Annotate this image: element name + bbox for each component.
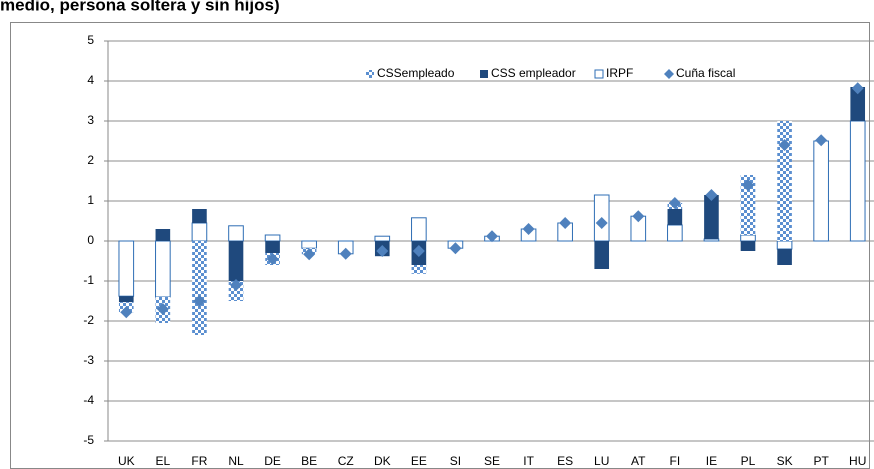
marker [193, 295, 206, 307]
marker [559, 217, 572, 229]
marker [156, 303, 169, 315]
y-tick-label: -1 [83, 273, 94, 287]
bar [155, 229, 171, 241]
y-tick-label: 4 [87, 73, 94, 87]
bar [594, 241, 610, 269]
bar [740, 175, 756, 235]
bar [264, 234, 281, 242]
x-tick-label: SI [450, 454, 461, 468]
bar [118, 240, 135, 297]
y-tick-label: 3 [87, 113, 94, 127]
x-tick-label: EL [156, 454, 171, 468]
x-tick-label: NL [228, 454, 244, 468]
bar [849, 120, 866, 242]
bar [776, 240, 793, 250]
bar [411, 217, 427, 242]
y-tick-label: 1 [87, 193, 94, 207]
marker [851, 82, 864, 95]
marker [742, 179, 754, 191]
bar [192, 241, 207, 335]
legend-label: IRPF [606, 66, 633, 80]
y-tick-label: 0 [87, 233, 94, 247]
x-tick-label: UK [118, 454, 135, 468]
bar [411, 265, 427, 274]
legend-marker [594, 69, 604, 79]
marker [303, 248, 316, 261]
y-tick-label: 2 [87, 153, 94, 167]
y-tick-label: 5 [87, 33, 94, 47]
legend-label: CSS empleador [491, 66, 576, 80]
bar [228, 241, 244, 281]
x-tick-label: IT [523, 454, 534, 468]
marker [522, 223, 535, 235]
legend-label: CSSempleado [377, 66, 455, 80]
bar [667, 209, 683, 225]
x-tick-label: PT [813, 454, 829, 468]
bar [704, 195, 719, 239]
bar [118, 296, 134, 303]
bar [265, 241, 280, 253]
marker [266, 253, 279, 265]
x-tick-label: FI [670, 454, 681, 468]
y-tick-label: -3 [83, 353, 94, 367]
marker [815, 134, 828, 147]
x-tick-label: ES [557, 454, 573, 468]
legend-marker [480, 70, 488, 78]
bar [777, 121, 792, 241]
x-tick-label: LU [594, 454, 609, 468]
x-tick-label: PL [741, 454, 756, 468]
chart-border [10, 22, 870, 469]
marker [778, 139, 791, 151]
x-tick-label: IE [706, 454, 717, 468]
legend-label: Cuña fiscal [676, 66, 735, 80]
bar [777, 249, 792, 265]
legend-marker [366, 70, 374, 78]
bar [667, 224, 683, 242]
x-tick-label: FR [191, 454, 207, 468]
x-tick-label: CZ [338, 454, 354, 468]
bar [301, 240, 317, 249]
marker [230, 279, 242, 291]
marker [668, 197, 681, 209]
bar [740, 234, 756, 242]
bar [850, 87, 866, 121]
x-tick-label: AT [631, 454, 646, 468]
x-tick-label: BE [301, 454, 317, 468]
marker [449, 242, 462, 255]
bar [813, 140, 829, 242]
legend-marker [664, 69, 674, 79]
x-tick-label: HU [849, 454, 866, 468]
bar [740, 241, 756, 251]
y-tick-label: -2 [83, 313, 94, 327]
x-tick-label: DE [264, 454, 281, 468]
x-tick-label: EE [411, 454, 427, 468]
marker [376, 245, 389, 257]
marker [339, 247, 352, 260]
bar [191, 222, 208, 242]
marker [632, 210, 645, 223]
bar [155, 240, 171, 298]
bar [228, 225, 244, 242]
y-tick-label: -4 [83, 393, 94, 407]
chart-title: medio, persona soltera y sin hijos) [0, 0, 280, 14]
marker [705, 189, 718, 201]
y-tick-label: -5 [83, 433, 94, 447]
bar [192, 209, 207, 223]
marker [486, 230, 498, 243]
x-tick-label: SE [484, 454, 500, 468]
bar [374, 235, 391, 242]
marker [412, 245, 425, 257]
x-tick-label: DK [374, 454, 391, 468]
marker [595, 217, 608, 229]
marker [120, 306, 133, 319]
x-tick-label: SK [777, 454, 793, 468]
bar [703, 238, 720, 242]
